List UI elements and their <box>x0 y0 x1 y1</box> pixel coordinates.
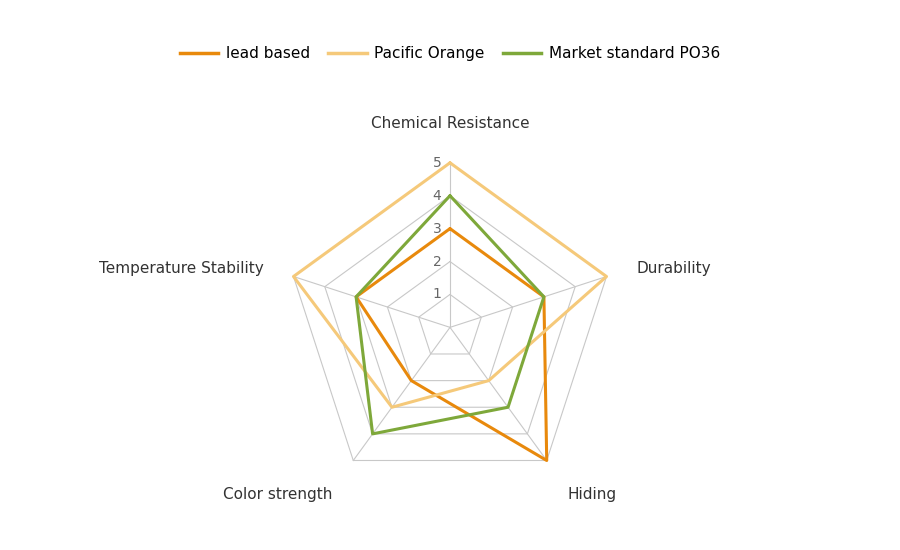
Legend: lead based, Pacific Orange, Market standard PO36: lead based, Pacific Orange, Market stand… <box>174 40 726 67</box>
Text: 5: 5 <box>433 156 441 170</box>
Text: 1: 1 <box>432 288 441 301</box>
Text: Chemical Resistance: Chemical Resistance <box>371 117 529 131</box>
Text: Hiding: Hiding <box>567 487 616 502</box>
Text: 4: 4 <box>433 189 441 203</box>
Text: 3: 3 <box>433 222 441 235</box>
Text: 2: 2 <box>433 255 441 268</box>
Text: Color strength: Color strength <box>223 487 333 502</box>
Text: Durability: Durability <box>636 261 711 276</box>
Text: Temperature Stability: Temperature Stability <box>99 261 264 276</box>
